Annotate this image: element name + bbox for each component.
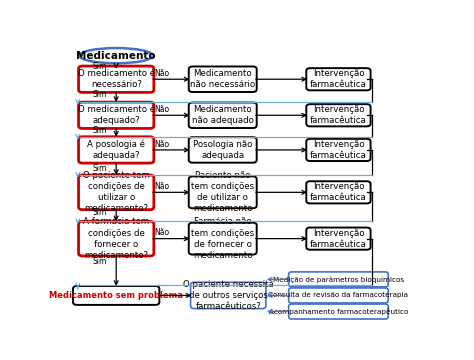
- FancyBboxPatch shape: [189, 137, 257, 163]
- FancyBboxPatch shape: [289, 304, 388, 319]
- FancyBboxPatch shape: [79, 102, 154, 129]
- FancyBboxPatch shape: [191, 282, 266, 309]
- Text: Não: Não: [154, 69, 169, 78]
- Text: Medicamento
não necessário: Medicamento não necessário: [190, 69, 255, 89]
- Text: Intervenção
farmacêutica: Intervenção farmacêutica: [310, 182, 367, 202]
- Ellipse shape: [80, 48, 153, 63]
- Text: O paciente necessita
de outros serviços
farmacêuticos?: O paciente necessita de outros serviços …: [183, 280, 273, 311]
- Text: O medicamento é
necessário?: O medicamento é necessário?: [78, 69, 155, 89]
- Text: Sim: Sim: [92, 126, 107, 135]
- FancyBboxPatch shape: [73, 286, 159, 305]
- Text: Sim: Sim: [92, 164, 107, 173]
- Text: Posologia não
adequada: Posologia não adequada: [193, 140, 253, 160]
- Text: Não: Não: [154, 228, 169, 237]
- Text: Sim: Sim: [92, 257, 107, 266]
- Text: Não: Não: [154, 105, 169, 114]
- FancyBboxPatch shape: [79, 221, 154, 256]
- FancyBboxPatch shape: [289, 272, 388, 287]
- FancyBboxPatch shape: [79, 175, 154, 210]
- Text: Intervenção
farmacêutica: Intervenção farmacêutica: [310, 105, 367, 125]
- Text: Intervenção
farmacêutica: Intervenção farmacêutica: [310, 69, 367, 89]
- Text: Medição de parâmetros bioquímicos: Medição de parâmetros bioquímicos: [273, 276, 404, 283]
- Text: A posologia é
adequada?: A posologia é adequada?: [87, 140, 145, 160]
- Text: Acompanhamento farmacoterapêutico: Acompanhamento farmacoterapêutico: [269, 308, 408, 315]
- FancyBboxPatch shape: [306, 139, 371, 161]
- Text: Intervenção
farmacêutica: Intervenção farmacêutica: [310, 229, 367, 249]
- Text: A farmácia tem
condições de
fornecer o
medicamento?: A farmácia tem condições de fornecer o m…: [83, 217, 149, 260]
- Text: O paciente tem
condições de
utilizar o
medicamento?: O paciente tem condições de utilizar o m…: [83, 171, 150, 213]
- Text: Farmácia não
tem condições
de fornecer o
medicamento: Farmácia não tem condições de fornecer o…: [191, 217, 254, 260]
- Text: Medicamento sem problema: Medicamento sem problema: [49, 291, 183, 300]
- FancyBboxPatch shape: [79, 137, 154, 163]
- FancyBboxPatch shape: [189, 223, 257, 255]
- Text: Não: Não: [154, 140, 169, 149]
- Text: Intervenção
farmacêutica: Intervenção farmacêutica: [310, 140, 367, 160]
- FancyBboxPatch shape: [289, 288, 388, 303]
- FancyBboxPatch shape: [306, 68, 371, 90]
- Text: Sim: Sim: [92, 90, 107, 99]
- FancyBboxPatch shape: [306, 181, 371, 203]
- FancyBboxPatch shape: [189, 103, 257, 128]
- Text: Sim: Sim: [92, 62, 107, 71]
- FancyBboxPatch shape: [189, 176, 257, 208]
- Text: Sim: Sim: [92, 208, 107, 217]
- FancyBboxPatch shape: [79, 66, 154, 93]
- Text: Não: Não: [154, 182, 169, 191]
- Text: Paciente não
tem condições
de utilizar o
medicamento: Paciente não tem condições de utilizar o…: [191, 171, 254, 213]
- Text: Consulta de revisão da farmacoterapia: Consulta de revisão da farmacoterapia: [268, 292, 409, 298]
- Text: O medicamento é
adequado?: O medicamento é adequado?: [78, 105, 155, 125]
- FancyBboxPatch shape: [306, 228, 371, 250]
- FancyBboxPatch shape: [306, 104, 371, 126]
- FancyBboxPatch shape: [189, 67, 257, 92]
- Text: Medicamento: Medicamento: [76, 51, 156, 61]
- Text: Medicamento
não adequado: Medicamento não adequado: [192, 105, 254, 125]
